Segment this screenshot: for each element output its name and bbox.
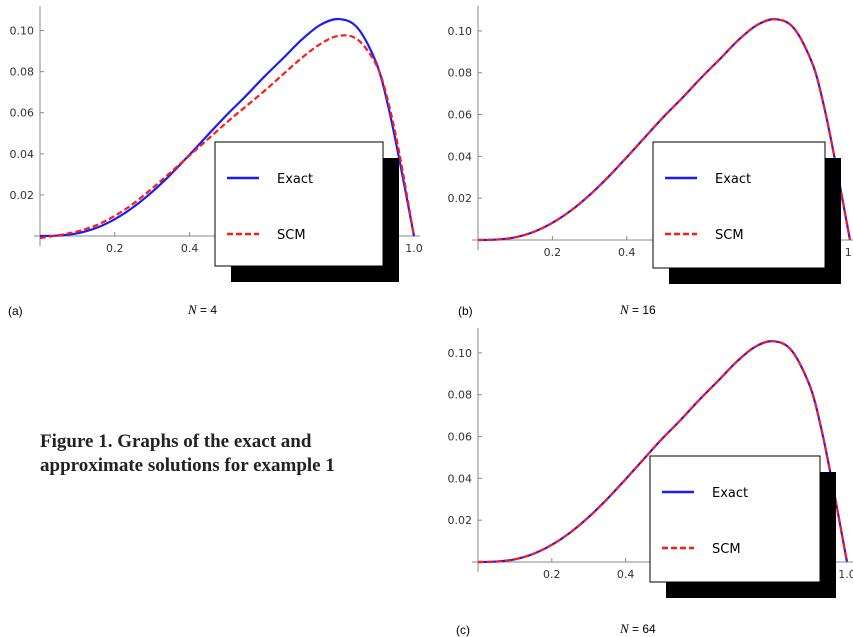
legend-box (649, 455, 821, 583)
n-label-a-value: = 4 (200, 303, 218, 317)
n-label-a-var: N (188, 302, 197, 317)
x-tick-label: 0.4 (617, 568, 635, 581)
chart-panel-b: 0.02 0.04 0.06 0.08 0.10 0.2 0.4 1. Exact SCM (b)… (432, 0, 853, 318)
x-tick-label: 1. (845, 246, 853, 259)
y-tick-label: 0.04 (448, 150, 473, 163)
x-tick-label: 0.2 (544, 246, 562, 259)
y-tick-label: 0.06 (448, 431, 473, 444)
figure-caption-line2: approximate solutions for example 1 (40, 455, 335, 476)
n-label-c-var: N (620, 621, 629, 636)
legend-label-scm: SCM (712, 542, 741, 557)
y-tick-label: 0.04 (448, 472, 473, 485)
n-label-b: N = 16 (620, 302, 656, 318)
legend-label-scm: SCM (277, 228, 306, 243)
legend-box (214, 141, 384, 267)
y-tick-label: 0.02 (10, 189, 35, 202)
chart-a-svg: 0.02 0.04 0.06 0.08 0.10 0.2 0.4 1.0 Exact SCM (10, 6, 423, 282)
chart-c-svg: 0.02 0.04 0.06 0.08 0.10 0.2 0.4 1.0 Exact SCM (448, 328, 853, 598)
legend-label-scm: SCM (715, 228, 744, 243)
legend-box (652, 141, 826, 269)
series-line-scm (477, 18, 852, 242)
y-tick-label: 0.02 (448, 192, 473, 205)
legend-label-exact: Exact (277, 172, 313, 187)
panel-label-c: (c) (456, 623, 470, 637)
legend-label-exact: Exact (712, 486, 748, 501)
y-tick-label: 0.06 (448, 109, 473, 122)
y-tick-label: 0.02 (448, 514, 473, 527)
x-tick-label: 0.2 (543, 568, 561, 581)
x-tick-label: 1.0 (838, 568, 853, 581)
chart-panel-c: 0.02 0.04 0.06 0.08 0.10 0.2 0.4 1.0 Exact SCM (c… (432, 322, 853, 637)
y-tick-label: 0.08 (448, 67, 473, 80)
panel-label-a: (a) (8, 304, 23, 318)
x-tick-label: 0.4 (181, 242, 199, 255)
y-tick-label: 0.10 (448, 25, 473, 38)
figure-caption-line1: Figure 1. Graphs of the exact and (40, 431, 312, 452)
series-line-exact (39, 17, 416, 238)
n-label-b-value: = 16 (632, 303, 656, 317)
figure-caption: Figure 1. Graphs of the exact and approx… (40, 430, 420, 478)
panel-label-b: (b) (458, 304, 473, 318)
chart-b-svg: 0.02 0.04 0.06 0.08 0.10 0.2 0.4 1. Exact SCM (448, 6, 853, 284)
y-tick-label: 0.08 (10, 66, 35, 79)
x-tick-label: 0.4 (618, 246, 636, 259)
y-tick-label: 0.10 (448, 347, 473, 360)
n-label-c: N = 64 (620, 621, 656, 637)
series-line-scm (477, 340, 849, 564)
chart-panel-a: 0.02 0.04 0.06 0.08 0.10 0.2 0.4 1.0 Exact SCM (a… (0, 0, 430, 318)
n-label-b-var: N (620, 302, 629, 317)
y-tick-label: 0.04 (10, 148, 35, 161)
y-tick-label: 0.08 (448, 389, 473, 402)
n-label-c-value: = 64 (632, 622, 656, 636)
series-line-scm (39, 34, 416, 240)
y-tick-label: 0.10 (10, 25, 35, 38)
y-tick-label: 0.06 (10, 107, 35, 120)
x-tick-label: 1.0 (405, 242, 423, 255)
legend-label-exact: Exact (715, 172, 751, 187)
n-label-a: N = 4 (188, 302, 217, 318)
x-tick-label: 0.2 (106, 242, 124, 255)
